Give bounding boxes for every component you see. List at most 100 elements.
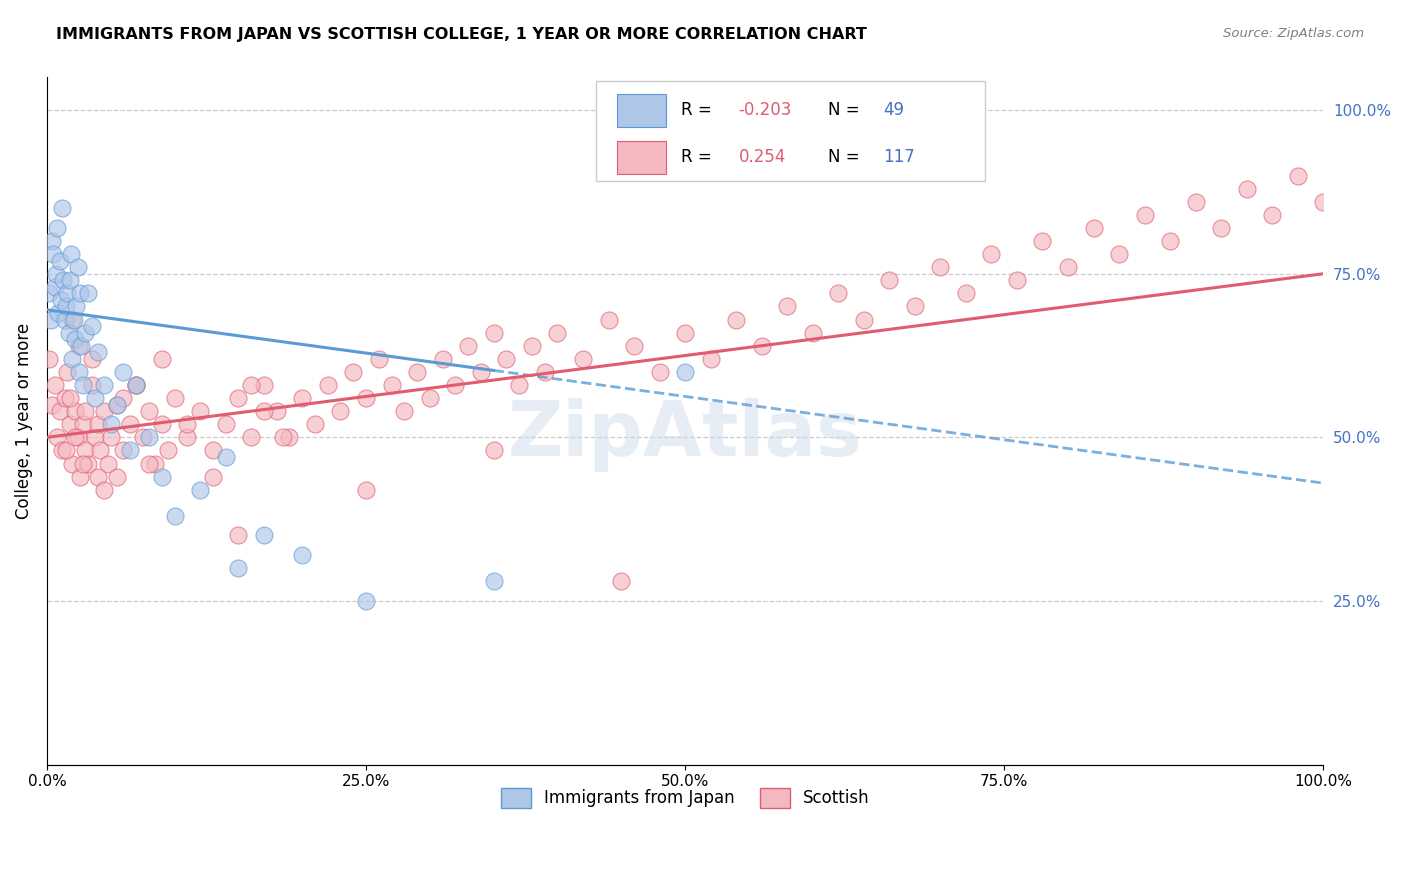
Point xyxy=(367,351,389,366)
Point xyxy=(125,378,148,392)
Point xyxy=(69,469,91,483)
Text: 117: 117 xyxy=(883,148,915,166)
Point xyxy=(1286,169,1309,183)
Point xyxy=(75,326,97,340)
Point xyxy=(56,365,79,379)
Point xyxy=(1312,194,1334,209)
Point xyxy=(51,202,73,216)
Point xyxy=(1261,208,1284,222)
Point xyxy=(394,404,416,418)
Y-axis label: College, 1 year or more: College, 1 year or more xyxy=(15,323,32,519)
Point xyxy=(776,300,799,314)
Point xyxy=(80,319,103,334)
Point xyxy=(62,312,84,326)
Point xyxy=(419,391,441,405)
Point xyxy=(118,417,141,432)
Point xyxy=(354,594,377,608)
Point xyxy=(38,351,60,366)
Point xyxy=(67,365,90,379)
Point xyxy=(827,286,849,301)
Point xyxy=(41,234,63,248)
Point xyxy=(87,417,110,432)
Point xyxy=(56,286,79,301)
Point xyxy=(48,253,70,268)
Point xyxy=(125,378,148,392)
Point xyxy=(955,286,977,301)
Point xyxy=(271,430,294,444)
Point xyxy=(406,365,429,379)
Point xyxy=(470,365,492,379)
Point xyxy=(291,391,314,405)
Point xyxy=(1159,234,1181,248)
Point xyxy=(201,469,224,483)
Point xyxy=(46,430,69,444)
Text: ZipAtlas: ZipAtlas xyxy=(508,398,862,472)
Point xyxy=(1133,208,1156,222)
Point xyxy=(72,457,94,471)
Point xyxy=(520,339,543,353)
Point xyxy=(48,306,70,320)
Point xyxy=(105,398,128,412)
Point xyxy=(214,417,236,432)
Point xyxy=(62,457,84,471)
Point xyxy=(508,378,530,392)
Point xyxy=(100,430,122,444)
Point xyxy=(1184,194,1206,209)
Point xyxy=(904,300,927,314)
Point xyxy=(66,260,89,275)
Point xyxy=(65,300,87,314)
FancyBboxPatch shape xyxy=(617,141,666,174)
Point xyxy=(93,378,115,392)
Point xyxy=(572,351,595,366)
Point xyxy=(63,404,86,418)
Point xyxy=(39,312,62,326)
Point xyxy=(188,483,211,497)
Point xyxy=(240,378,263,392)
Point xyxy=(63,332,86,346)
Point xyxy=(112,365,135,379)
Point xyxy=(100,417,122,432)
Point xyxy=(457,339,479,353)
Point xyxy=(201,443,224,458)
Point xyxy=(1211,221,1233,235)
Point xyxy=(97,457,120,471)
Point xyxy=(48,404,70,418)
Point xyxy=(623,339,645,353)
Point xyxy=(316,378,339,392)
Point xyxy=(150,417,173,432)
Point xyxy=(495,351,517,366)
Point xyxy=(118,443,141,458)
Point xyxy=(45,267,67,281)
Point xyxy=(354,483,377,497)
Point xyxy=(46,221,69,235)
Point xyxy=(1236,182,1258,196)
Point xyxy=(52,273,75,287)
Point xyxy=(240,430,263,444)
Point xyxy=(648,365,671,379)
Point xyxy=(980,247,1002,261)
Point xyxy=(150,469,173,483)
FancyBboxPatch shape xyxy=(617,94,666,127)
Point xyxy=(87,345,110,359)
Point xyxy=(138,404,160,418)
Point xyxy=(76,286,98,301)
Point xyxy=(51,443,73,458)
Point xyxy=(163,508,186,523)
Text: N =: N = xyxy=(828,148,865,166)
Point xyxy=(879,273,901,287)
Point xyxy=(125,378,148,392)
Text: -0.203: -0.203 xyxy=(738,102,792,120)
Point xyxy=(138,430,160,444)
Point xyxy=(93,404,115,418)
Point xyxy=(801,326,824,340)
Point xyxy=(41,398,63,412)
Point xyxy=(1108,247,1130,261)
Point xyxy=(725,312,748,326)
Point xyxy=(131,430,153,444)
Point xyxy=(546,326,568,340)
Text: R =: R = xyxy=(682,102,717,120)
Point xyxy=(342,365,364,379)
Point xyxy=(482,326,505,340)
Text: 0.254: 0.254 xyxy=(738,148,786,166)
Point xyxy=(329,404,352,418)
